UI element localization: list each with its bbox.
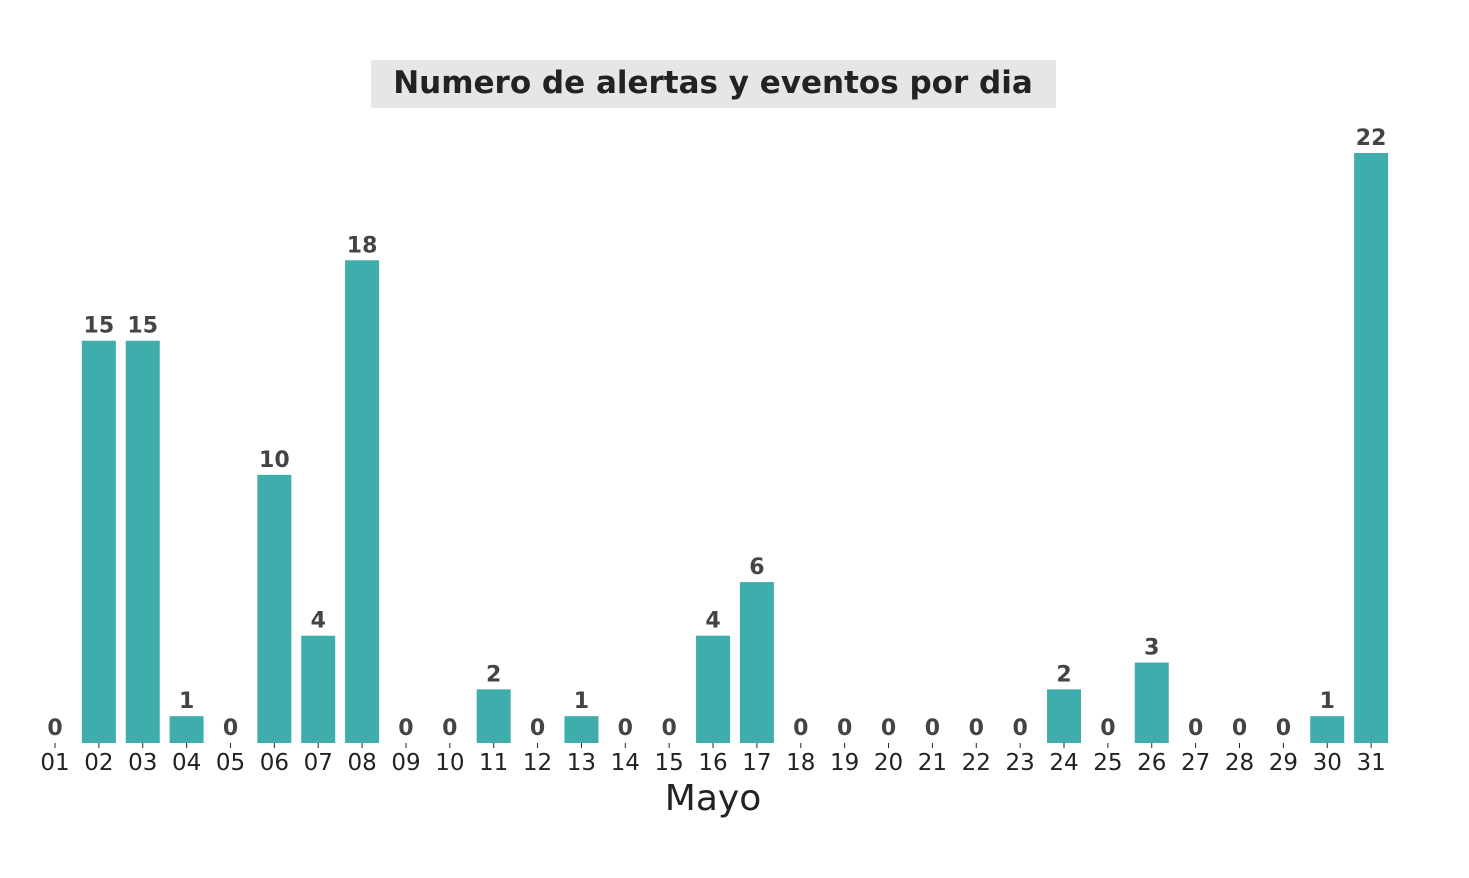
bar-value-label-08: 18 — [347, 233, 378, 258]
chart-title-text: Numero de alertas y eventos por dia — [393, 65, 1033, 101]
x-tick-label-22: 22 — [962, 750, 991, 776]
x-tick-label-14: 14 — [611, 750, 640, 776]
bar-08 — [345, 260, 380, 743]
x-tick-label-30: 30 — [1313, 750, 1342, 776]
chart-title: Numero de alertas y eventos por dia — [371, 60, 1056, 108]
x-axis-ticks: 01 02 03 04 05 06 07 08 09 10 11 12 13 14 15 16 17 18 19 20… — [40, 743, 1386, 776]
bar-value-label-25: 0 — [1100, 716, 1115, 741]
bar-30 — [1310, 716, 1345, 743]
x-tick-label-05: 05 — [216, 750, 245, 776]
chart-title-background — [371, 60, 1056, 108]
x-tick-label-01: 01 — [40, 750, 69, 776]
x-tick-label-19: 19 — [830, 750, 859, 776]
x-tick-label-07: 07 — [304, 750, 333, 776]
bar-value-label-20: 0 — [881, 716, 896, 741]
bar-07 — [301, 635, 336, 743]
x-tick-label-13: 13 — [567, 750, 596, 776]
x-tick-label-02: 02 — [84, 750, 113, 776]
x-tick-label-09: 09 — [391, 750, 420, 776]
x-tick-label-16: 16 — [698, 750, 727, 776]
x-tick-label-11: 11 — [479, 750, 508, 776]
bar-03 — [125, 340, 160, 743]
x-tick-label-10: 10 — [435, 750, 464, 776]
bar-02 — [81, 340, 116, 743]
bar-24 — [1047, 689, 1082, 743]
bar-value-label-05: 0 — [223, 716, 238, 741]
bar-value-label-21: 0 — [925, 716, 940, 741]
bar-value-label-28: 0 — [1232, 716, 1247, 741]
bar-value-label-19: 0 — [837, 716, 852, 741]
bar-value-label-31: 22 — [1356, 126, 1387, 151]
bar-value-label-17: 6 — [749, 555, 764, 580]
bar-value-label-13: 1 — [574, 689, 589, 714]
x-tick-label-23: 23 — [1005, 750, 1034, 776]
bar-16 — [696, 635, 731, 743]
bar-26 — [1134, 662, 1169, 743]
x-tick-label-15: 15 — [655, 750, 684, 776]
bar-value-label-30: 1 — [1320, 689, 1335, 714]
x-tick-label-03: 03 — [128, 750, 157, 776]
bar-17 — [739, 582, 774, 743]
bar-value-label-15: 0 — [662, 716, 677, 741]
bar-value-label-14: 0 — [618, 716, 633, 741]
x-axis-label: Mayo — [665, 778, 761, 819]
bar-value-label-18: 0 — [793, 716, 808, 741]
bar-value-label-22: 0 — [969, 716, 984, 741]
bar-value-label-26: 3 — [1144, 636, 1159, 661]
x-tick-label-17: 17 — [742, 750, 771, 776]
x-tick-label-20: 20 — [874, 750, 903, 776]
bar-value-label-03: 15 — [127, 314, 158, 339]
bar-value-label-11: 2 — [486, 662, 501, 687]
bar-04 — [169, 716, 204, 743]
x-tick-label-12: 12 — [523, 750, 552, 776]
bar-31 — [1354, 153, 1389, 743]
x-tick-label-27: 27 — [1181, 750, 1210, 776]
x-tick-label-18: 18 — [786, 750, 815, 776]
bar-value-label-16: 4 — [705, 609, 720, 634]
bar-value-label-02: 15 — [84, 314, 115, 339]
bar-value-label-01: 0 — [47, 716, 62, 741]
x-tick-label-25: 25 — [1093, 750, 1122, 776]
x-tick-label-26: 26 — [1137, 750, 1166, 776]
bar-value-label-06: 10 — [259, 448, 290, 473]
x-tick-label-21: 21 — [918, 750, 947, 776]
x-tick-label-28: 28 — [1225, 750, 1254, 776]
bar-13 — [564, 716, 599, 743]
x-tick-label-06: 06 — [260, 750, 289, 776]
bar-value-label-09: 0 — [398, 716, 413, 741]
bar-value-label-04: 1 — [179, 689, 194, 714]
bar-value-label-24: 2 — [1056, 662, 1071, 687]
bar-value-label-27: 0 — [1188, 716, 1203, 741]
x-tick-label-24: 24 — [1049, 750, 1078, 776]
x-tick-label-04: 04 — [172, 750, 201, 776]
x-tick-label-08: 08 — [347, 750, 376, 776]
x-tick-label-31: 31 — [1356, 750, 1385, 776]
bar-value-label-29: 0 — [1276, 716, 1291, 741]
bar-value-label-10: 0 — [442, 716, 457, 741]
bars-group — [81, 153, 1389, 743]
bar-value-label-23: 0 — [1012, 716, 1027, 741]
x-tick-label-29: 29 — [1269, 750, 1298, 776]
bar-value-label-12: 0 — [530, 716, 545, 741]
bar-value-label-07: 4 — [311, 609, 326, 634]
bar-11 — [476, 689, 511, 743]
bar-06 — [257, 474, 292, 743]
